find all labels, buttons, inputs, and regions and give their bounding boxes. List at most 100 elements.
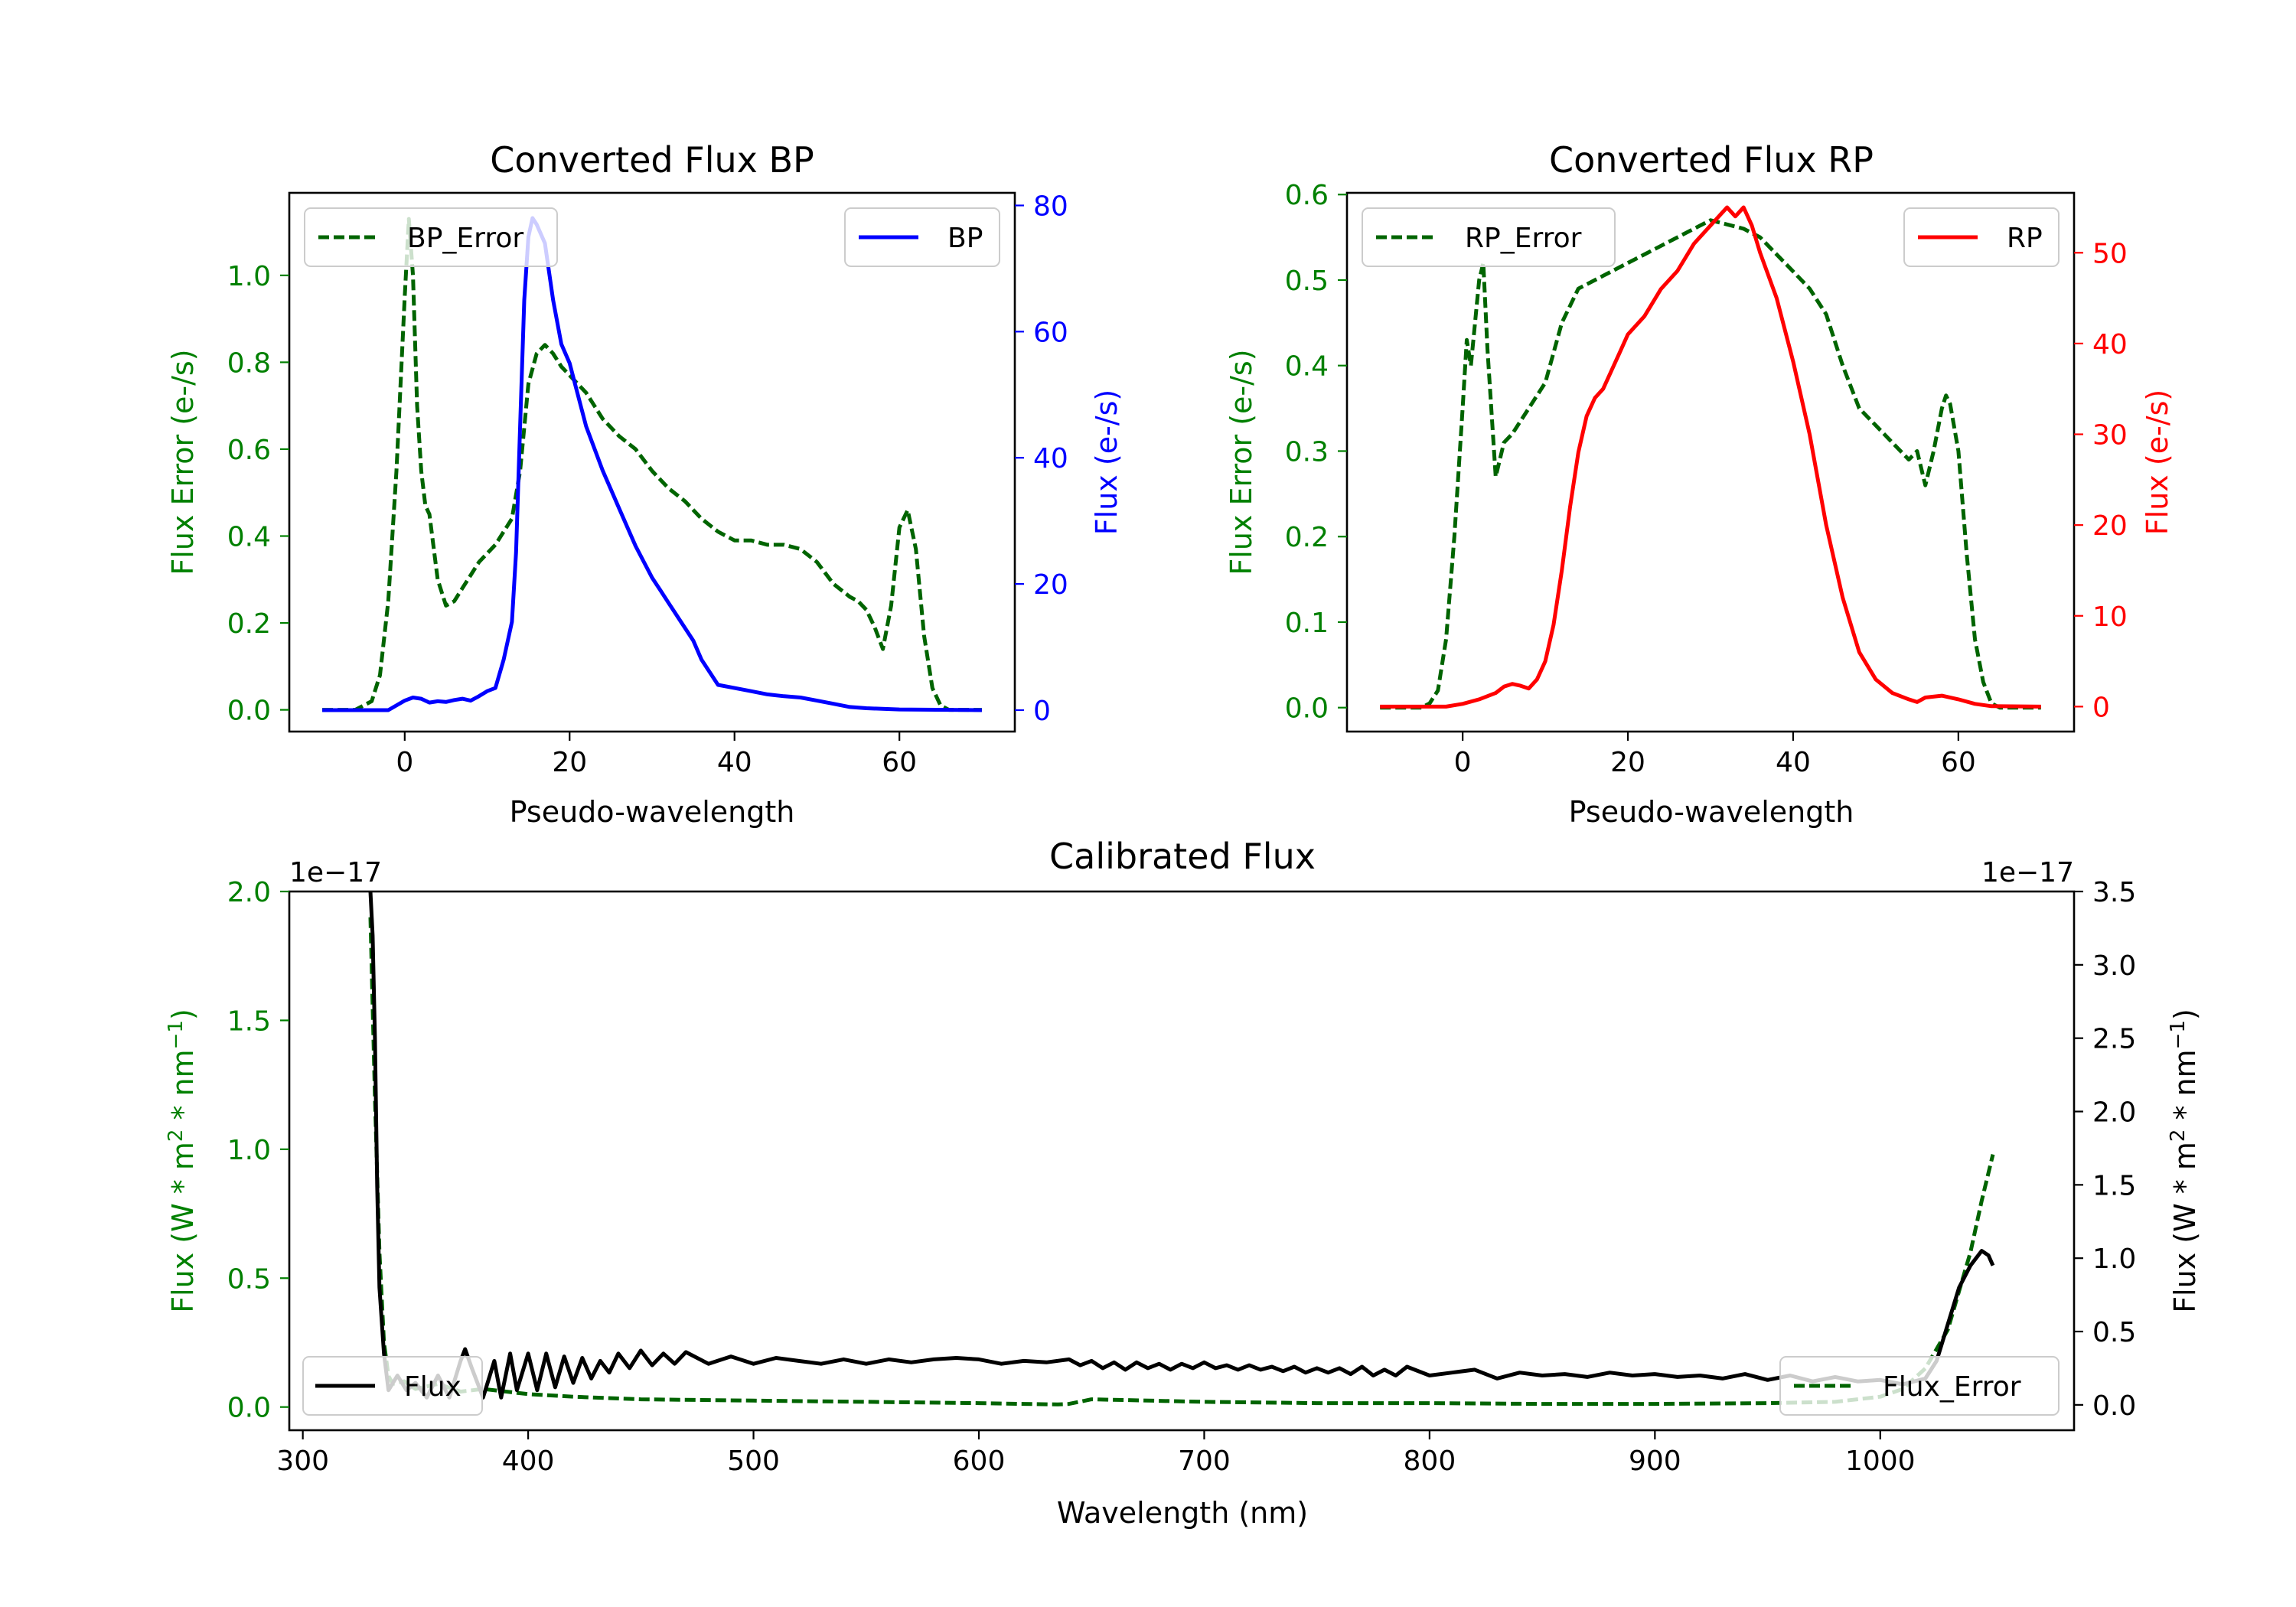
x-tick-label: 1000 [1845,1446,1916,1477]
legend-frame [1903,207,2060,267]
y-tick-label-left: 0.8 [227,347,271,379]
legend-rp-error: RP_Error [1362,207,1616,267]
x-axis-label: Pseudo-wavelength [510,795,795,829]
y-tick-label-right: 1.5 [2092,1170,2136,1201]
y-tick-label-left: 0.6 [227,435,271,466]
y-tick-label-right: 0.0 [2092,1390,2136,1422]
y-tick-label-right: 2.0 [2092,1097,2136,1129]
x-tick-label: 20 [552,747,587,778]
ticks: 300 400 500 600 700 800 900 1000 0.0 0.5 1.0 1.5 2.0… [227,877,2137,1477]
plot-area [368,892,1995,1407]
series-line-rp [1380,205,2041,709]
y-axis-label-left: Flux (W * m2 * nm−1) [165,1009,200,1313]
y-tick-label-left: 0.4 [1285,351,1329,383]
x-tick-label: 300 [276,1446,329,1477]
y-tick-label-right: 1.0 [2092,1244,2136,1275]
x-tick-label: 0 [396,747,413,778]
y-tick-label-left: 0.5 [227,1263,271,1295]
y-tick-label-left: 0.5 [1285,266,1329,297]
axes-frame [288,191,1016,733]
chart-calibrated: Calibrated Flux 300 400 500 600 700 800 900 100… [165,836,2202,1530]
series-line-bp-error [322,217,982,712]
y-tick-label-right: 40 [1033,443,1068,474]
x-tick-label: 900 [1629,1446,1681,1477]
y-tick-label-left: 0.2 [1285,522,1329,553]
chart-title: Converted Flux RP [1549,139,1874,181]
series-line-flux-error [368,917,1995,1407]
x-tick-label: 400 [502,1446,555,1477]
y-tick-label-left: 0.0 [1285,693,1329,725]
x-axis-label: Pseudo-wavelength [1569,795,1854,829]
y-axis-label-right: Flux (e-/s) [2141,390,2174,535]
x-tick-label: 600 [953,1446,1006,1477]
legend-label: RP [2007,223,2043,254]
y-tick-label-left: 1.5 [227,1006,271,1037]
x-tick-label: 60 [882,747,917,778]
legend-frame [304,207,558,267]
plot-area [1380,205,2041,710]
y-tick-label-right: 0 [1033,696,1051,727]
legend-bp-error: BP_Error [304,207,558,267]
y-tick-label-right: 30 [2092,420,2128,451]
legend-label: RP_Error [1465,223,1582,254]
legend-frame [1779,1356,2060,1416]
x-axis-label: Wavelength (nm) [1057,1496,1308,1530]
y-tick-label-right: 50 [2092,238,2128,269]
y-tick-label-left: 0.3 [1285,436,1329,468]
legend-frame [844,207,1000,267]
y-tick-label-left: 1.0 [227,261,271,292]
y-tick-label-right: 20 [2092,510,2128,542]
series-line-bp [322,216,982,712]
y-tick-label-right: 3.5 [2092,877,2136,908]
y-tick-label-right: 2.5 [2092,1024,2136,1055]
chart-title: Calibrated Flux [1049,836,1316,877]
y-tick-label-left: 0.0 [227,696,271,727]
legend-flux: Flux [302,1356,483,1416]
ticks: 0 20 40 60 0.0 0.1 0.2 0.3 0.4 0.5 0.6 0 10 20 30 40 50 [1285,180,2128,778]
y-tick-label-left: 0.1 [1285,608,1329,639]
y-tick-label-right: 40 [2092,329,2128,360]
axes-frame [1345,191,2076,733]
y-tick-label-right: 20 [1033,569,1068,601]
legend-label: BP [947,223,983,254]
y-tick-label-right: 60 [1033,317,1068,348]
y-tick-label-left: 0.6 [1285,180,1329,211]
x-tick-label: 40 [1776,747,1811,778]
y-tick-label-left: 0.2 [227,608,271,640]
legend-bp: BP [844,207,1000,267]
legend-label: Flux [404,1371,461,1403]
series-line-rp-error [1380,218,2041,710]
axes-frame [288,890,2076,1432]
y-tick-label-left: 0.0 [227,1393,271,1424]
x-tick-label: 700 [1178,1446,1231,1477]
y-axis-label-right: Flux (W * m2 * nm−1) [2167,1009,2202,1313]
legend-label: BP_Error [407,223,523,254]
y-tick-label-right: 10 [2092,601,2128,633]
legend-label: Flux_Error [1883,1371,2021,1403]
y-tick-label-right: 0 [2092,692,2110,723]
y-axis-label-right: Flux (e-/s) [1090,390,1124,535]
ticks: 0 20 40 60 0.0 0.2 0.4 0.6 0.8 1.0 0 20 40 60 80 [227,191,1068,778]
y-tick-label-right: 3.0 [2092,950,2136,982]
y-tick-label-left: 0.4 [227,522,271,553]
y-tick-label-left: 1.0 [227,1135,271,1166]
x-tick-label: 0 [1454,747,1472,778]
y-tick-label-left: 2.0 [227,877,271,908]
x-tick-label: 20 [1610,747,1645,778]
chart-rp: Converted Flux RP 0 20 40 60 0.0 0.1 0.2 0.3 0.4… [1225,139,2174,829]
y-axis-label-left: Flux Error (e-/s) [166,349,200,575]
legend-frame [1362,207,1616,267]
legend-flux-error: Flux_Error [1779,1356,2060,1416]
chart-bp: Converted Flux BP 0 20 40 60 0.0 0.2 0.4 0.6 0.8… [166,139,1124,829]
x-tick-label: 500 [727,1446,780,1477]
x-tick-label: 800 [1404,1446,1456,1477]
y-offset-label-left: 1e−17 [289,857,382,888]
legend-frame [302,1356,483,1416]
x-tick-label: 40 [717,747,752,778]
y-tick-label-right: 0.5 [2092,1317,2136,1348]
x-tick-label: 60 [1941,747,1976,778]
series-line-flux [368,892,1995,1400]
chart-title: Converted Flux BP [490,139,814,181]
y-offset-label-right: 1e−17 [1981,857,2074,888]
